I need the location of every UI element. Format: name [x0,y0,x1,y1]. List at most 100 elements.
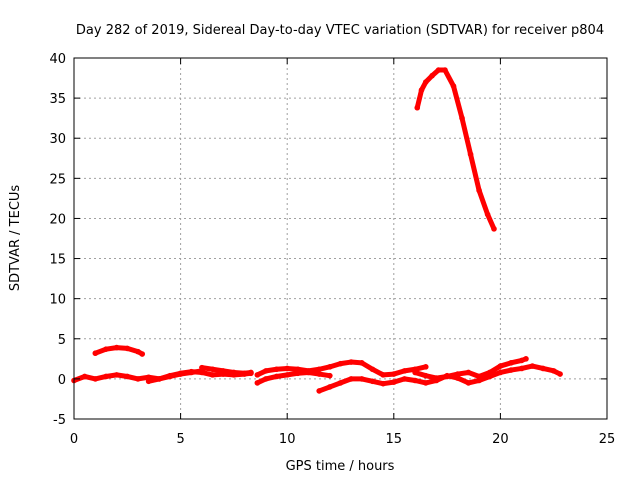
x-tick-label: 0 [70,432,78,447]
data-point [327,384,333,390]
data-series [71,67,563,394]
data-point [518,365,525,372]
data-point [156,376,163,382]
y-tick-label: 20 [49,212,66,227]
axis-ticks: 0 5 10 15 20 25 -5 0 5 10 15 20 25 30 35 40 [49,52,615,447]
data-point [459,115,465,121]
data-point [476,187,482,194]
data-point [348,359,354,365]
data-point [422,372,429,379]
y-tick-label: 15 [49,253,66,268]
data-point [113,344,120,351]
data-point [491,226,497,232]
y-axis-label: SDTVAR / TECUs [8,185,23,292]
data-point [518,357,525,364]
data-point [497,363,504,369]
data-point [327,372,333,379]
x-tick-label: 25 [599,432,616,447]
data-point [139,351,146,357]
data-point [199,364,205,371]
data-point [188,369,195,376]
data-point [209,366,216,373]
data-point [380,372,386,378]
data-point [422,79,429,85]
data-point [369,366,376,373]
data-point [465,369,472,376]
data-point [359,376,365,382]
data-point [467,151,474,158]
data-point [422,364,429,370]
data-point [113,372,120,378]
x-tick-label: 20 [492,432,509,447]
grid-lines [74,58,607,419]
data-point [167,373,173,380]
data-point [391,371,397,377]
data-point [135,376,141,382]
data-point [412,369,418,376]
data-point [401,368,408,374]
data-point [444,373,450,380]
data-point [284,372,291,378]
data-point [497,369,504,376]
data-point [529,363,536,369]
data-point [124,373,131,380]
data-point [316,388,322,394]
y-tick-label: 5 [58,333,66,348]
data-point [435,67,442,73]
data-point [412,377,418,384]
data-point [284,365,291,372]
data-point [248,369,254,376]
y-tick-label: 40 [49,52,66,67]
data-point [429,72,435,79]
data-point [508,367,514,373]
data-point [145,378,152,385]
y-tick-label: 25 [49,172,66,187]
data-point [380,380,386,387]
data-point [484,211,491,218]
data-point [305,369,312,376]
data-point [254,380,261,386]
data-point [359,360,365,366]
data-point [433,375,440,381]
data-point [337,380,344,386]
data-point [348,376,354,382]
data-point [401,376,408,382]
plot-frame [73,57,608,420]
data-point [241,370,248,377]
data-point [523,356,529,362]
data-point [295,370,301,377]
data-point [254,372,261,378]
data-point [263,376,269,382]
data-point [486,369,493,376]
data-point [337,360,344,367]
data-point [316,366,322,373]
chart-title: Day 282 of 2019, Sidereal Day-to-day VTE… [76,23,604,38]
y-tick-label: 35 [49,92,66,107]
data-point [231,369,237,376]
data-point [135,348,141,355]
data-point [450,83,457,89]
y-tick-label: -5 [53,413,66,428]
data-point [177,371,184,377]
x-tick-label: 15 [386,432,403,447]
data-point [476,373,482,380]
data-point [422,380,429,386]
data-point [316,371,322,377]
data-point [540,365,546,372]
data-point [273,373,280,380]
data-point [442,67,448,73]
x-axis-label: GPS time / hours [286,459,395,474]
data-point [508,360,514,366]
data-point [103,373,109,380]
data-point [557,371,563,377]
data-point [327,364,333,370]
data-point [81,373,88,380]
data-point [476,377,482,384]
data-point [103,346,109,353]
y-tick-label: 10 [49,293,66,308]
data-point [209,372,216,378]
data-point [124,345,131,352]
data-point [369,378,376,385]
y-tick-label: 30 [49,132,66,147]
